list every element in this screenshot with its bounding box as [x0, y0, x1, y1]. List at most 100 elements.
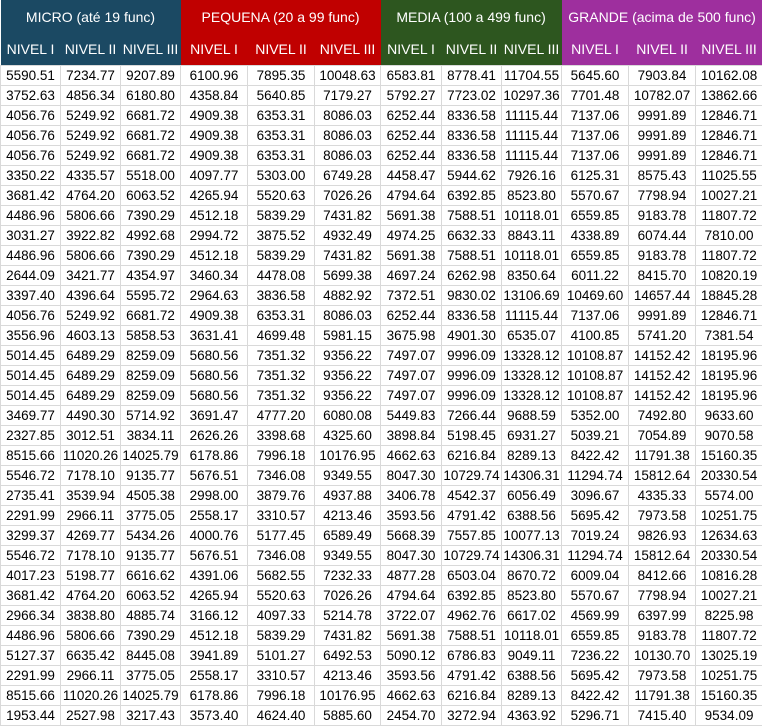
table-cell[interactable]: 6353.31 [247, 125, 316, 146]
table-cell[interactable]: 4486.96 [0, 205, 61, 226]
table-cell[interactable]: 7137.06 [561, 145, 630, 166]
table-cell[interactable]: 2558.17 [180, 665, 249, 686]
table-cell[interactable]: 3217.43 [119, 705, 182, 726]
table-cell[interactable]: 7390.29 [119, 625, 182, 646]
table-cell[interactable]: 3941.89 [180, 645, 249, 666]
table-cell[interactable]: 3898.84 [380, 425, 443, 446]
table-cell[interactable]: 13328.12 [501, 365, 563, 386]
table-cell[interactable]: 11115.44 [501, 125, 563, 146]
table-cell[interactable]: 3681.42 [0, 185, 61, 206]
table-cell[interactable]: 9349.55 [314, 545, 382, 566]
table-cell[interactable]: 7351.32 [247, 345, 316, 366]
table-cell[interactable]: 5806.66 [60, 205, 121, 226]
table-cell[interactable]: 7372.51 [380, 285, 443, 306]
table-cell[interactable]: 2626.26 [180, 425, 249, 446]
table-cell[interactable]: 11294.74 [561, 465, 630, 486]
table-cell[interactable]: 4056.76 [0, 145, 61, 166]
table-cell[interactable]: 5101.27 [247, 645, 316, 666]
table-cell[interactable]: 11807.72 [695, 625, 762, 646]
table-cell[interactable]: 12846.71 [695, 305, 762, 326]
table-cell[interactable]: 4358.84 [180, 85, 249, 106]
table-cell[interactable]: 3838.80 [60, 605, 121, 626]
table-cell[interactable]: 5839.29 [247, 205, 316, 226]
table-cell[interactable]: 7054.89 [628, 425, 697, 446]
table-cell[interactable]: 8336.58 [441, 305, 503, 326]
table-cell[interactable]: 7798.94 [628, 185, 697, 206]
table-cell[interactable]: 5546.72 [0, 545, 61, 566]
table-cell[interactable]: 6125.31 [561, 165, 630, 186]
table-cell[interactable]: 10118.01 [501, 625, 563, 646]
table-cell[interactable]: 3775.05 [119, 665, 182, 686]
table-cell[interactable]: 4512.18 [180, 245, 249, 266]
table-cell[interactable]: 7588.51 [441, 625, 503, 646]
table-cell[interactable]: 6252.44 [380, 145, 443, 166]
table-cell[interactable]: 9996.09 [441, 345, 503, 366]
table-cell[interactable]: 5249.92 [60, 145, 121, 166]
table-cell[interactable]: 7178.10 [60, 465, 121, 486]
table-cell[interactable]: 6252.44 [380, 125, 443, 146]
table-cell[interactable]: 4097.33 [247, 605, 316, 626]
table-cell[interactable]: 8422.42 [561, 685, 630, 706]
table-cell[interactable]: 8412.66 [628, 565, 697, 586]
table-cell[interactable]: 10251.75 [695, 505, 762, 526]
table-cell[interactable]: 8523.80 [501, 185, 563, 206]
table-cell[interactable]: 4512.18 [180, 625, 249, 646]
table-cell[interactable]: 10118.01 [501, 205, 563, 226]
table-cell[interactable]: 7701.48 [561, 85, 630, 106]
table-cell[interactable]: 11704.55 [501, 65, 563, 86]
table-cell[interactable]: 7234.77 [60, 65, 121, 86]
table-cell[interactable]: 2527.98 [60, 705, 121, 726]
table-cell[interactable]: 7351.32 [247, 365, 316, 386]
table-cell[interactable]: 4335.57 [60, 165, 121, 186]
table-cell[interactable]: 6616.62 [119, 565, 182, 586]
table-cell[interactable]: 6216.84 [441, 445, 503, 466]
table-cell[interactable]: 6749.28 [314, 165, 382, 186]
table-cell[interactable]: 5981.15 [314, 325, 382, 346]
table-cell[interactable]: 4458.47 [380, 165, 443, 186]
table-cell[interactable]: 13025.19 [695, 645, 762, 666]
table-cell[interactable]: 7026.26 [314, 585, 382, 606]
table-cell[interactable]: 3775.05 [119, 505, 182, 526]
table-cell[interactable]: 6489.29 [60, 345, 121, 366]
table-cell[interactable]: 6397.99 [628, 605, 697, 626]
table-cell[interactable]: 13328.12 [501, 345, 563, 366]
table-cell[interactable]: 9349.55 [314, 465, 382, 486]
table-cell[interactable]: 4056.76 [0, 105, 61, 126]
table-cell[interactable]: 6392.85 [441, 585, 503, 606]
table-cell[interactable]: 9183.78 [628, 625, 697, 646]
table-cell[interactable]: 3879.76 [247, 485, 316, 506]
table-cell[interactable]: 15160.35 [695, 445, 762, 466]
table-cell[interactable]: 6681.72 [119, 105, 182, 126]
table-cell[interactable]: 4764.20 [60, 585, 121, 606]
table-cell[interactable]: 10077.13 [501, 525, 563, 546]
table-cell[interactable]: 7266.44 [441, 405, 503, 426]
table-cell[interactable]: 8415.70 [628, 265, 697, 286]
table-cell[interactable]: 5570.67 [561, 585, 630, 606]
table-cell[interactable]: 5858.53 [119, 325, 182, 346]
table-cell[interactable]: 9070.58 [695, 425, 762, 446]
table-cell[interactable]: 7137.06 [561, 125, 630, 146]
table-cell[interactable]: 3031.27 [0, 225, 61, 246]
table-cell[interactable]: 4354.97 [119, 265, 182, 286]
table-cell[interactable]: 5792.27 [380, 85, 443, 106]
table-cell[interactable]: 4391.06 [180, 565, 249, 586]
table-cell[interactable]: 8422.42 [561, 445, 630, 466]
table-cell[interactable]: 13106.69 [501, 285, 563, 306]
table-cell[interactable]: 6503.04 [441, 565, 503, 586]
table-cell[interactable]: 3310.57 [247, 665, 316, 686]
table-cell[interactable]: 9356.22 [314, 385, 382, 406]
table-cell[interactable]: 7390.29 [119, 245, 182, 266]
table-cell[interactable]: 8336.58 [441, 145, 503, 166]
table-cell[interactable]: 4017.23 [0, 565, 61, 586]
table-cell[interactable]: 7798.94 [628, 585, 697, 606]
table-cell[interactable]: 8259.09 [119, 345, 182, 366]
table-cell[interactable]: 5595.72 [119, 285, 182, 306]
table-cell[interactable]: 2327.85 [0, 425, 61, 446]
table-cell[interactable]: 6559.85 [561, 205, 630, 226]
table-cell[interactable]: 5214.78 [314, 605, 382, 626]
table-cell[interactable]: 8336.58 [441, 105, 503, 126]
table-cell[interactable]: 5520.63 [247, 585, 316, 606]
table-cell[interactable]: 4056.76 [0, 125, 61, 146]
table-cell[interactable]: 8289.13 [501, 685, 563, 706]
table-cell[interactable]: 7137.06 [561, 305, 630, 326]
